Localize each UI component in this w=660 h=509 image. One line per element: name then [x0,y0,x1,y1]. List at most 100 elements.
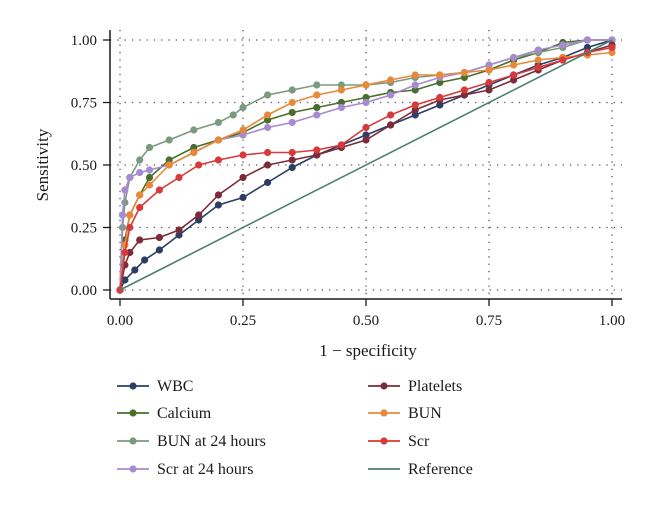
data-point [155,186,163,194]
data-point [214,156,222,164]
x-tick-label: 0.25 [230,313,256,329]
data-point [288,118,296,127]
data-point [485,78,493,87]
legend-swatch-marker [129,382,137,390]
data-point [175,226,183,234]
data-point [288,86,296,94]
data-point [313,151,321,159]
data-point [559,41,567,49]
data-point [126,223,134,232]
data-point [121,198,129,207]
data-point [229,111,237,119]
data-point [337,141,345,149]
data-point [411,81,419,89]
data-point [460,73,468,82]
data-point [165,136,173,144]
data-point [214,118,222,127]
data-point [264,116,272,124]
y-tick-label: 0.00 [71,283,97,299]
y-tick-label: 1.00 [71,33,97,49]
data-point [264,111,272,119]
data-point [145,173,154,182]
data-point [118,211,127,219]
data-point [264,148,272,157]
data-point [608,43,616,52]
data-point [131,266,139,274]
data-point [509,71,518,79]
data-point [583,36,592,44]
data-point [141,256,149,264]
x-axis-title: 1 − specificity [319,341,417,360]
data-point [485,86,493,94]
data-point [288,108,296,117]
y-axis-title: Sensitivity [33,128,52,201]
data-point [239,103,247,112]
data-point [136,191,144,199]
legend-swatch-marker [129,409,137,417]
series-line [119,46,613,291]
legend-item: Calcium [117,405,212,422]
legend-label: Scr [408,433,430,450]
data-point [362,123,370,132]
data-point [121,186,129,194]
data-point [460,68,468,77]
legend-item: Platelets [368,378,462,395]
legend-item: Reference [368,461,473,478]
data-point [145,143,154,152]
data-point [460,91,468,99]
legend-item: Scr [368,433,430,450]
data-point [239,131,247,139]
data-point [313,91,321,99]
data-point [214,136,222,144]
legend-item: BUN at 24 hours [117,433,266,450]
data-point [214,201,222,209]
data-point [288,163,296,172]
data-point [313,111,321,119]
data-point [136,236,144,244]
data-point [436,101,444,109]
data-point [559,56,567,64]
data-point [313,146,321,154]
data-point [121,248,129,257]
legend-swatch-marker [129,437,137,445]
legend-label: Reference [408,461,473,478]
data-point [509,61,518,69]
data-point [509,76,518,84]
legend-swatch-marker [380,382,388,390]
series-line [119,39,613,291]
legend-label: BUN [408,405,442,422]
data-point [337,81,345,89]
y-tick-label: 0.25 [71,221,97,237]
data-point [411,101,419,109]
legend-label: Scr at 24 hours [157,461,253,478]
legend-item: Scr at 24 hours [117,461,253,478]
data-point [534,63,542,72]
legend-swatch-marker [380,409,388,417]
legend-label: Platelets [408,378,462,395]
series-scr [116,43,616,294]
legend: WBC Calcium BUN at 24 hours Scr at 24 hours… [117,378,473,478]
x-tick-label: 0.75 [476,313,502,329]
data-point [485,61,493,69]
data-point [288,156,296,164]
data-point [175,231,183,239]
data-point [534,46,542,54]
data-point [534,56,542,64]
legend-item: BUN [368,405,442,422]
data-point [145,166,154,174]
data-point [239,151,247,159]
legend-item: WBC [117,378,193,395]
data-point [337,98,345,107]
y-ticks: 0.00 0.25 0.50 0.75 1.00 [71,33,110,299]
data-point [126,173,134,182]
data-point [436,71,444,79]
x-tick-label: 0.50 [353,313,379,329]
y-tick-label: 0.50 [71,158,97,174]
data-point [165,156,173,164]
data-point [136,168,144,177]
series-reference [119,39,613,291]
data-point [264,161,272,169]
data-point [583,43,592,52]
data-point [155,233,163,242]
